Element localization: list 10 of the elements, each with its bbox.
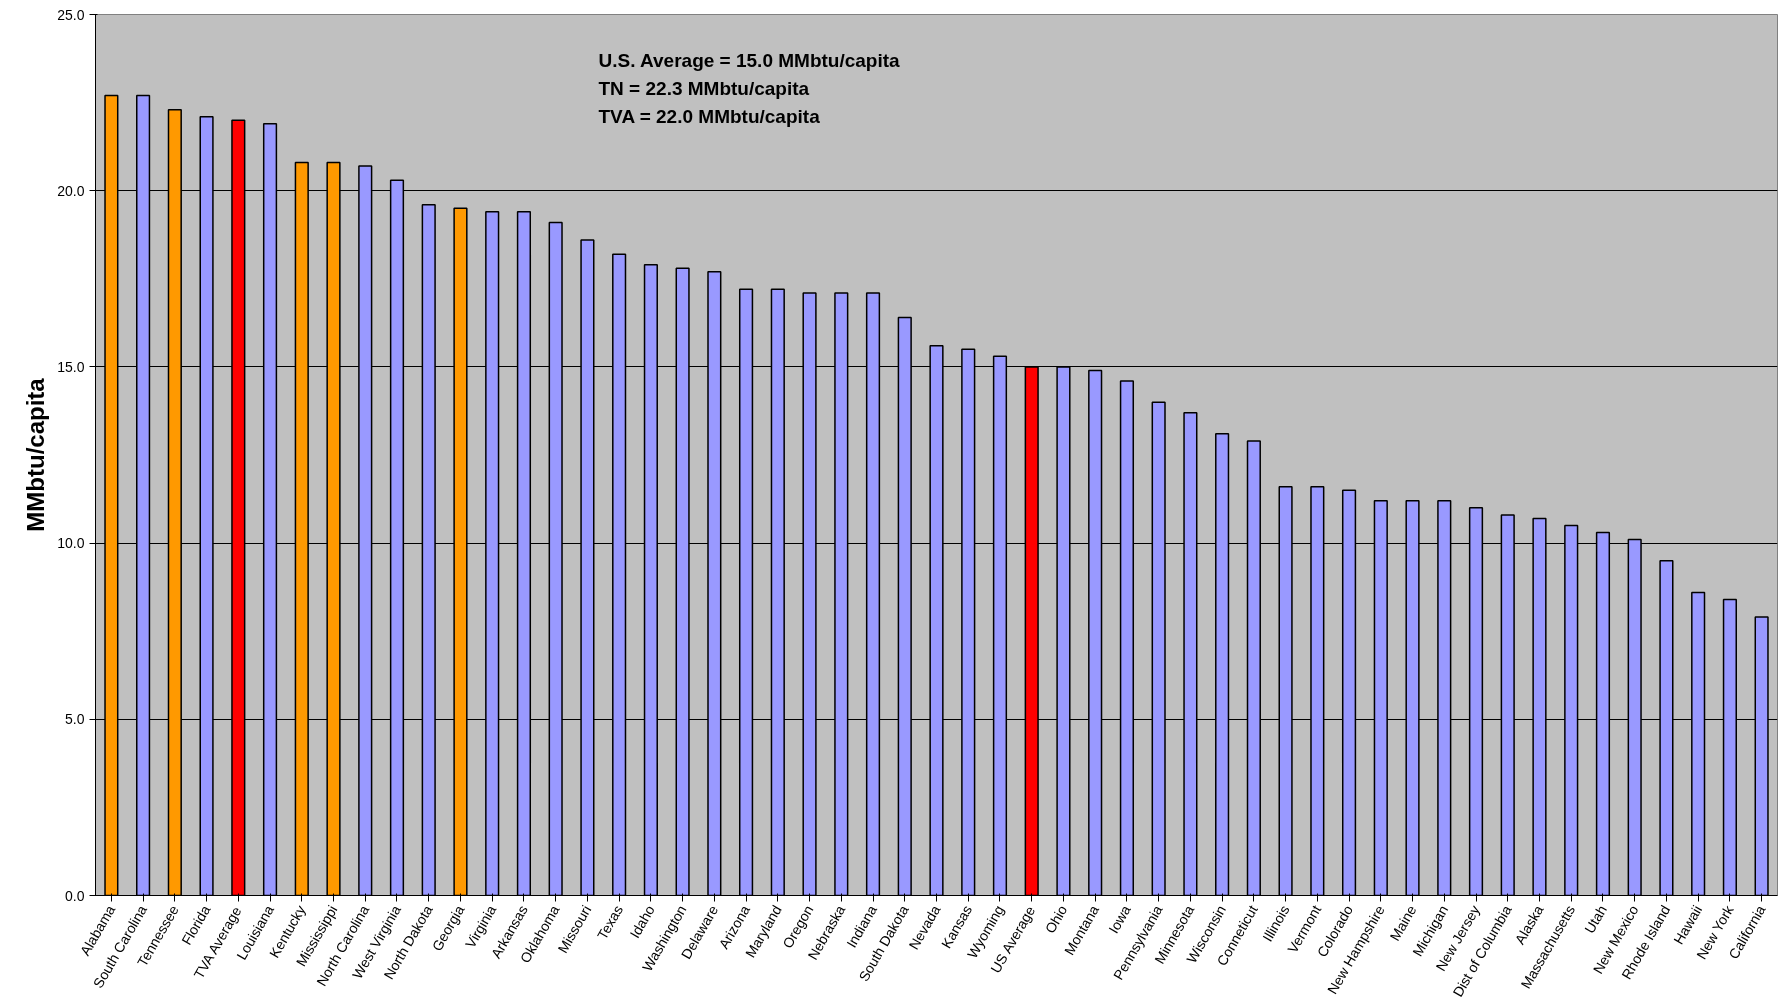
y-axis-title: MMbtu/capita [22, 377, 50, 532]
y-tick-label: 15.0 [57, 358, 85, 375]
y-tick-label: 20.0 [57, 182, 85, 199]
annotation: TN = 22.3 MMbtu/capita [598, 78, 810, 99]
annotation: U.S. Average = 15.0 MMbtu/capita [598, 49, 901, 71]
y-tick-label: 5.0 [65, 711, 85, 728]
y-tick-label: 0.0 [65, 887, 85, 904]
y-tick-label: 25.0 [57, 6, 85, 23]
annotation: TVA = 22.0 MMbtu/capita [598, 106, 821, 128]
y-tick-label: 10.0 [57, 535, 85, 552]
